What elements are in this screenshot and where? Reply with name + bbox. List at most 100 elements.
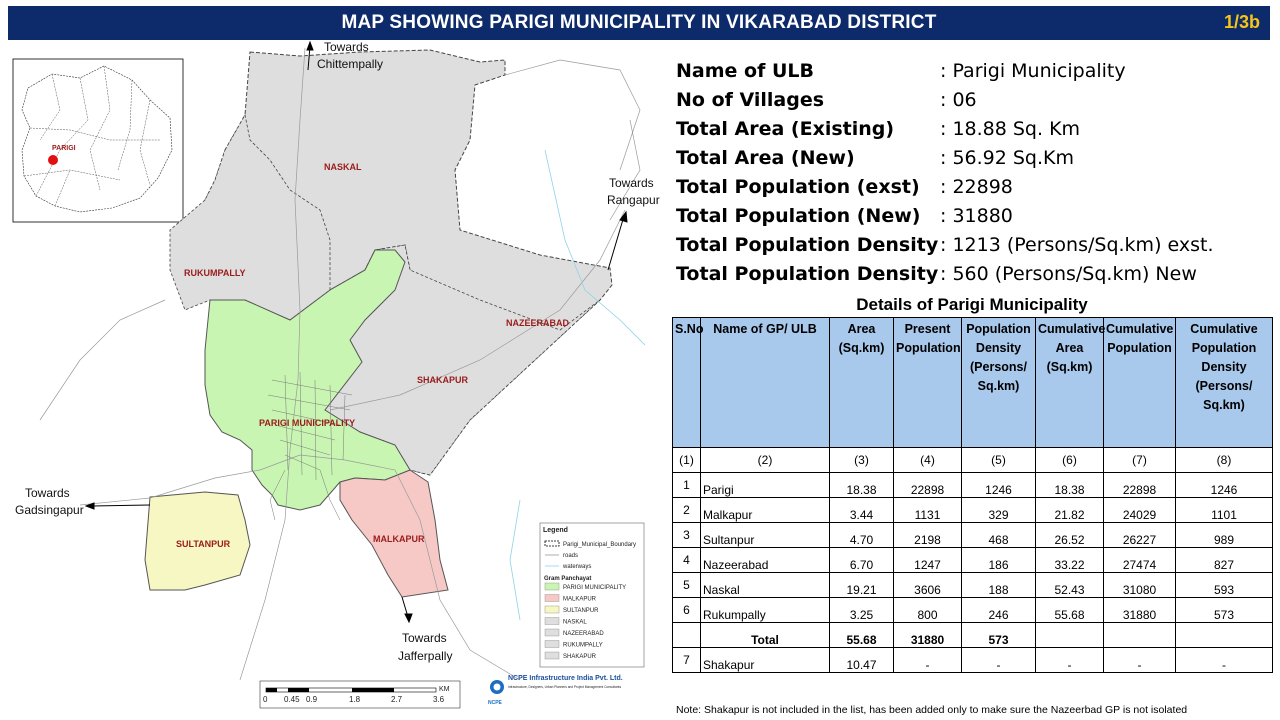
legend-gp-label: NAZEERABAD: [563, 631, 604, 637]
scale-unit: KM: [439, 686, 450, 693]
scale-tick-label: 1.8: [349, 695, 361, 704]
legend-title: Legend: [543, 527, 568, 534]
column-header: S.No: [672, 317, 703, 448]
towards-gadsingapur-label: Towards Gadsingapur: [15, 486, 84, 517]
inset-parigi-label: PARIGI: [52, 145, 76, 152]
rukumpally-label: RUKUMPALLY: [184, 268, 246, 278]
table-cell: 1247: [893, 547, 962, 573]
table-cell: 10.47: [829, 647, 894, 673]
summary-row: Name of ULB: Parigi Municipality: [676, 56, 1276, 85]
table-cell: 4.70: [829, 522, 894, 548]
scale-bar: 0 0.45 0.9 1.8 2.7 3.6 KM: [259, 680, 461, 709]
table-cell: 246: [961, 597, 1036, 623]
shakapur-region: [319, 244, 601, 476]
table-row: 5 Naskal 19.21 3606 188 52.43 31080 593: [672, 572, 1273, 598]
table-cell: 55.68: [1035, 597, 1104, 623]
ulb-summary: Name of ULB: Parigi Municipality No of Vi…: [676, 56, 1276, 288]
column-number-row: (1) (2) (3) (4) (5) (6) (7) (8): [672, 447, 1273, 473]
shakapur-label: SHAKAPUR: [417, 375, 469, 385]
legend-swatch: [544, 594, 560, 602]
table-cell: 3: [672, 522, 701, 548]
scale-tick-label: 3.6: [433, 695, 445, 704]
table-cell: (1): [672, 447, 701, 473]
towards-rangapur-label: Towards Rangapur: [607, 176, 660, 207]
table-title: Details of Parigi Municipality: [856, 295, 1088, 314]
table-cell: 5: [672, 572, 701, 598]
table-cell: 31080: [1103, 572, 1176, 598]
details-table: S.No Name of GP/ ULB Area (Sq.km) Present P…: [672, 317, 1273, 673]
scale-ticks: 0 0.45 0.9 1.8 2.7 3.6: [263, 695, 445, 704]
company-logo-text: NCPE: [488, 700, 503, 706]
legend-roads: roads: [563, 553, 578, 559]
sultanpur-region: [144, 491, 251, 591]
table-cell: (5): [961, 447, 1036, 473]
scale-tick-label: 0: [263, 695, 268, 704]
table-cell: 4: [672, 547, 701, 573]
column-header: Cumulative Area (Sq.km): [1035, 317, 1105, 448]
table-cell: 52.43: [1035, 572, 1104, 598]
summary-value: : 56.92 Sq.Km: [940, 146, 1075, 169]
table-cell: Total: [700, 622, 830, 648]
table-cell: 6: [672, 597, 701, 623]
table-cell: (2): [700, 447, 830, 473]
summary-label: Total Population Density: [676, 233, 939, 256]
legend-gp-label: SHAKAPUR: [563, 654, 597, 660]
company-tagline: Infrastructure, Designers, Urban Planner…: [508, 685, 621, 689]
page-title: MAP SHOWING PARIGI MUNICIPALITY IN VIKAR…: [341, 12, 937, 33]
legend-gp-items: PARIGI MUNICIPALITY MALKAPUR SULTANPUR NASK…: [544, 582, 626, 660]
table-cell: 21.82: [1035, 497, 1104, 523]
table-cell: 827: [1175, 547, 1273, 573]
table-cell: -: [1035, 647, 1104, 673]
summary-label: Total Area (Existing): [676, 117, 895, 140]
summary-value: : 18.88 Sq. Km: [940, 117, 1081, 140]
summary-label: Total Population (New): [676, 204, 921, 227]
legend-swatch: [544, 651, 560, 660]
column-header: Name of GP/ ULB: [700, 317, 830, 448]
parigi-municipality-label: PARIGI MUNICIPALITY: [259, 418, 355, 428]
legend-swatch: [544, 605, 560, 614]
municipality-map: PARIGI NASKAL RUKUMPALLY NAZEERABAD SHAK…: [12, 40, 660, 709]
table-cell: 24029: [1103, 497, 1176, 523]
waterways: [509, 149, 646, 621]
table-cell: 468: [961, 522, 1036, 548]
table-cell: 573: [961, 622, 1036, 648]
legend-swatch: [544, 582, 560, 591]
summary-value: : 06: [940, 88, 977, 111]
table-cell: 1246: [1175, 472, 1273, 498]
table-cell: 2: [672, 497, 701, 523]
table-cell: 573: [1175, 597, 1273, 623]
table-row: 4 Nazeerabad 6.70 1247 186 33.22 27474 827: [672, 547, 1273, 573]
summary-label: Total Population Density: [676, 262, 939, 285]
summary-row: Total Population (New) : 31880: [676, 201, 1276, 230]
summary-row: Total Population Density: 1213 (Persons/…: [676, 230, 1276, 259]
summary-label: Total Area (New): [676, 146, 855, 169]
table-cell: -: [1175, 647, 1273, 673]
direction-arrows: [84, 40, 628, 624]
summary-label: Name of ULB: [676, 59, 814, 82]
naskal-label: NASKAL: [324, 162, 362, 172]
summary-label: No of Villages: [676, 88, 825, 111]
title-bar: MAP SHOWING PARIGI MUNICIPALITY IN VIKAR…: [8, 6, 1270, 40]
company-logo: NCPE NCPE Infrastructure India Pvt. Ltd.…: [488, 675, 623, 706]
summary-value: : 560 (Persons/Sq.km) New: [940, 262, 1197, 285]
summary-value: : 31880: [940, 204, 1013, 227]
total-row: Total 55.68 31880 573: [672, 622, 1273, 648]
summary-row: No of Villages : 06: [676, 85, 1276, 114]
nazeerabad-label: NAZEERABAD: [506, 318, 570, 328]
table-cell: Shakapur: [700, 647, 830, 673]
legend-gp-label: RUKUMPALLY: [563, 643, 603, 649]
table-row: 3 Sultanpur 4.70 2198 468 26.52 26227 989: [672, 522, 1273, 548]
table-header-row: S.No Name of GP/ ULB Area (Sq.km) Present P…: [672, 317, 1273, 448]
table-cell: 3606: [893, 572, 962, 598]
table-cell: (8): [1175, 447, 1273, 473]
table-cell: Malkapur: [700, 497, 830, 523]
table-cell: (4): [893, 447, 962, 473]
table-cell: 800: [893, 597, 962, 623]
table-cell: [1035, 622, 1104, 648]
table-cell: 1101: [1175, 497, 1273, 523]
scale-tick-label: 2.7: [391, 695, 403, 704]
table-cell: (6): [1035, 447, 1104, 473]
column-header: Area (Sq.km): [829, 317, 894, 448]
table-cell: 26227: [1103, 522, 1176, 548]
footnote: Note: Shakapur is not included in the li…: [676, 704, 1188, 716]
